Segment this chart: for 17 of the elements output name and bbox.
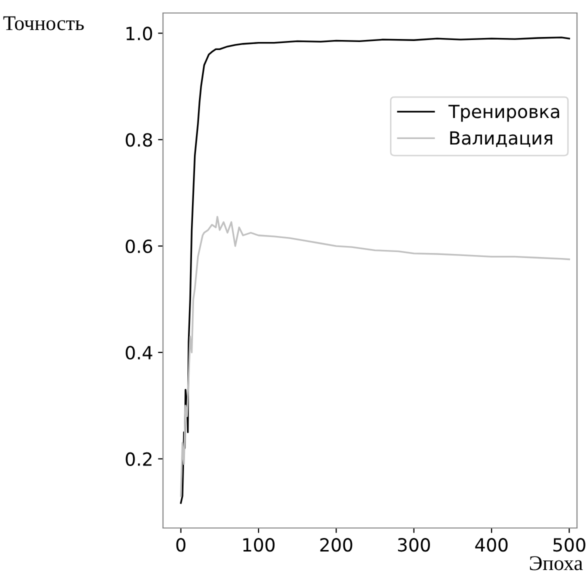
y-tick-label: 0.8 bbox=[126, 133, 152, 147]
x-axis-title: Эпоха bbox=[530, 556, 583, 570]
y-axis-title: Точность bbox=[3, 16, 84, 30]
y-tick-label: 0.6 bbox=[126, 239, 152, 254]
x-tick-label: 200 bbox=[320, 538, 352, 552]
x-tick-label: 500 bbox=[553, 538, 586, 552]
line-series bbox=[180, 36, 570, 504]
x-tick-label: 300 bbox=[398, 538, 430, 552]
legend-label: Тренировка bbox=[448, 104, 560, 122]
y-tick-label: 0.4 bbox=[126, 346, 152, 360]
y-tick-label: 0.2 bbox=[126, 452, 152, 466]
line-series bbox=[180, 216, 570, 497]
x-tick-label: 400 bbox=[475, 538, 508, 552]
x-tick-label: 0 bbox=[176, 538, 186, 552]
legend-label: Валидация bbox=[450, 131, 552, 148]
x-tick-label: 100 bbox=[243, 538, 275, 552]
y-tick-label: 1.0 bbox=[126, 26, 152, 40]
